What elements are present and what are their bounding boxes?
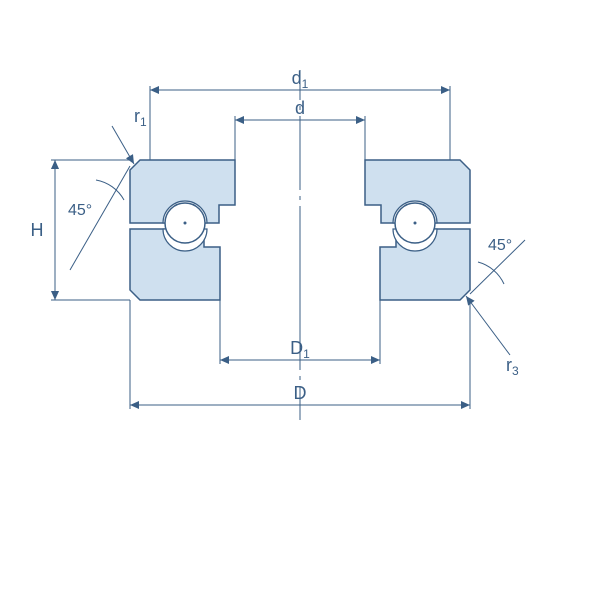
label-45-right: 45° bbox=[488, 237, 512, 254]
label-r3: r3 bbox=[506, 355, 519, 378]
label-45-left: 45° bbox=[68, 202, 92, 219]
label-D: D bbox=[294, 383, 307, 403]
label-D1-cap: D1 bbox=[290, 338, 310, 361]
label-H: H bbox=[31, 220, 44, 240]
bearing-diagram: d1 d D1 D Hr1 45° r3 45° bbox=[0, 0, 600, 600]
label-d: d bbox=[295, 98, 305, 118]
label-r1: r1 bbox=[134, 106, 147, 129]
label-d1: d1 bbox=[292, 68, 309, 91]
